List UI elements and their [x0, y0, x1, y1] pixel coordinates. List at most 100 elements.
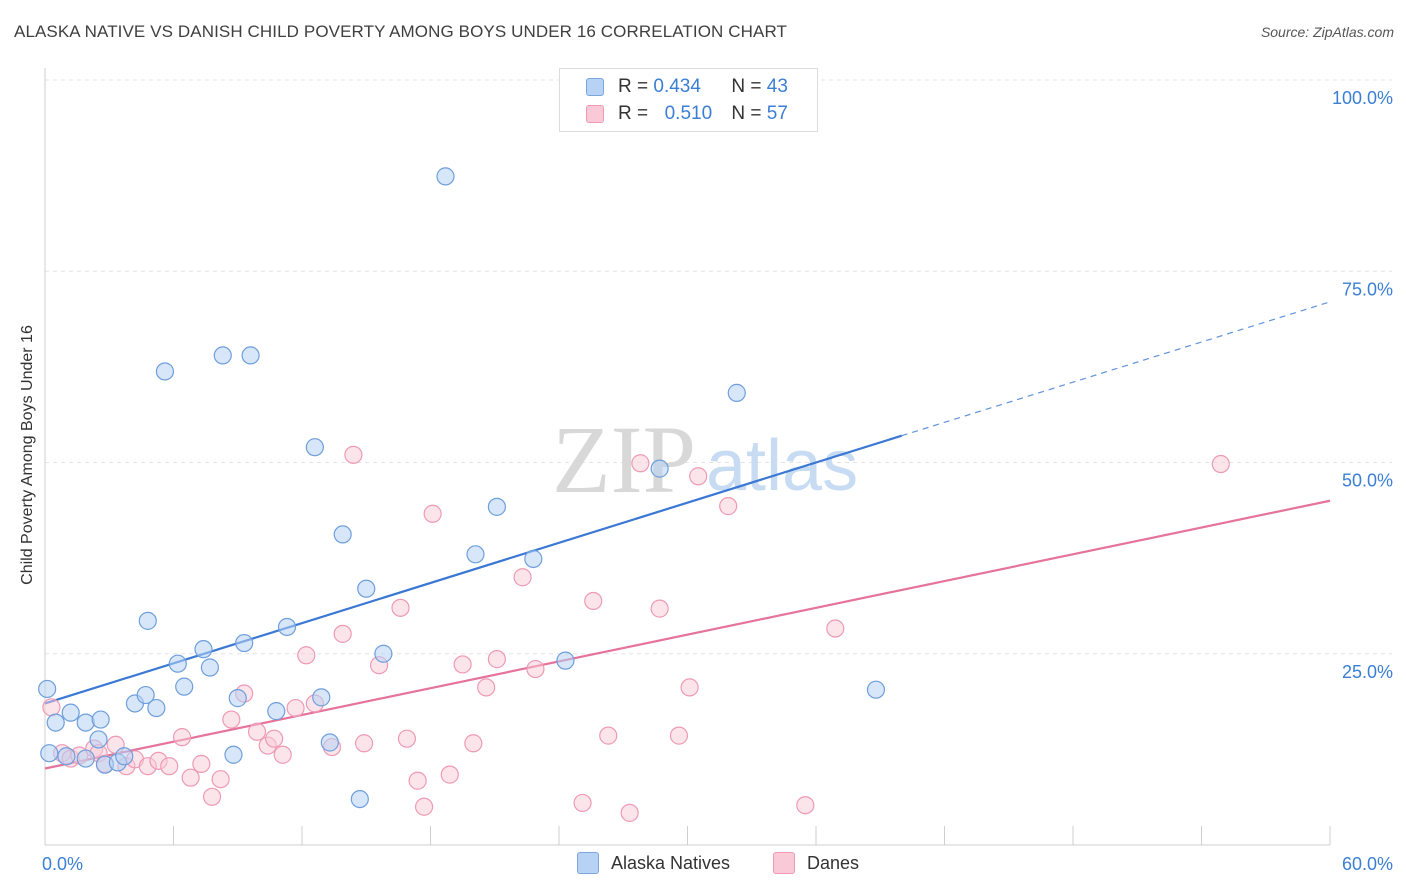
series-legend: Alaska Natives Danes	[0, 852, 1406, 876]
point-alaska	[727, 383, 746, 402]
y-axis-label: Child Poverty Among Boys Under 16	[19, 325, 36, 585]
y-tick-label: 75.0%	[1342, 279, 1393, 299]
tick-labels: 100.0% 75.0% 50.0% 25.0% 0.0% 60.0%	[42, 88, 1393, 874]
point-danes	[599, 726, 618, 745]
chart-title: ALASKA NATIVE VS DANISH CHILD POVERTY AM…	[14, 22, 788, 41]
point-danes	[650, 599, 669, 618]
point-alaska	[350, 789, 369, 809]
trend-line-alaska-extension	[901, 301, 1331, 437]
point-danes	[414, 797, 434, 816]
point-danes	[689, 467, 708, 486]
point-danes	[680, 678, 699, 697]
point-danes	[631, 454, 650, 473]
point-alaska	[38, 679, 57, 699]
legend-label-danes: Danes	[807, 852, 860, 873]
point-danes	[333, 624, 352, 643]
point-danes	[391, 598, 410, 617]
point-danes	[573, 793, 592, 813]
point-alaska	[228, 689, 247, 708]
watermark: ZIP atlas	[552, 406, 858, 513]
point-danes	[42, 698, 61, 717]
point-alaska	[194, 640, 213, 659]
point-danes	[202, 787, 222, 806]
r-value: 0.434	[653, 76, 701, 97]
point-danes	[397, 729, 417, 748]
point-alaska	[175, 677, 194, 696]
point-danes	[440, 765, 459, 784]
point-alaska	[147, 698, 166, 718]
n-value: 57	[766, 103, 788, 124]
y-tick-label: 100.0%	[1332, 88, 1393, 108]
source-label: Source: ZipAtlas.com	[1260, 24, 1394, 40]
point-danes	[423, 504, 442, 523]
point-alaska	[76, 713, 95, 732]
point-danes	[273, 745, 292, 764]
point-alaska	[357, 579, 376, 598]
point-danes	[526, 659, 545, 679]
n-label: N =	[731, 103, 762, 124]
point-alaska	[305, 438, 324, 457]
alaska-swatch	[577, 852, 599, 874]
legend-row-danes: R = 0.510 N = 57	[586, 102, 788, 126]
point-danes	[222, 710, 241, 729]
r-label: R =	[618, 103, 649, 124]
point-danes	[160, 757, 179, 776]
point-alaska	[241, 346, 260, 365]
point-danes	[297, 646, 316, 665]
point-alaska	[40, 744, 59, 763]
trend-line-danes	[44, 499, 1331, 770]
correlation-legend: R = 0.434 N = 43 R = 0.510 N = 57	[559, 68, 818, 132]
legend-row-alaska: R = 0.434 N = 43	[586, 75, 788, 99]
point-danes	[620, 803, 639, 822]
watermark-atlas: atlas	[706, 426, 858, 506]
point-danes	[477, 678, 496, 697]
point-alaska	[46, 713, 65, 732]
point-alaska	[524, 549, 543, 568]
point-danes	[265, 729, 284, 748]
y-tick-label: 50.0%	[1342, 471, 1393, 491]
point-alaska	[333, 525, 352, 544]
alaska-swatch	[586, 78, 604, 96]
point-danes	[826, 619, 845, 638]
point-alaska	[136, 685, 155, 705]
watermark-zip: ZIP	[552, 406, 696, 513]
point-alaska	[556, 651, 575, 670]
x-tick-label: 0.0%	[42, 854, 83, 874]
point-alaska	[267, 702, 286, 721]
point-alaska	[91, 710, 110, 729]
grid-lines	[45, 79, 1392, 655]
point-alaska	[168, 654, 187, 673]
legend-item-danes[interactable]: Danes	[773, 852, 859, 874]
n-label: N =	[731, 76, 762, 97]
point-danes	[211, 770, 230, 789]
r-value: 0.510	[664, 103, 713, 124]
point-alaska	[61, 703, 80, 722]
point-alaska	[866, 680, 886, 699]
point-danes	[719, 497, 738, 516]
point-alaska	[57, 747, 76, 766]
axis-ticks	[44, 826, 1331, 845]
point-alaska	[277, 617, 297, 637]
point-danes	[247, 722, 267, 741]
point-danes	[584, 591, 603, 611]
point-alaska	[235, 633, 254, 653]
point-alaska	[155, 362, 175, 381]
point-danes	[513, 568, 532, 587]
point-alaska	[487, 497, 506, 516]
point-danes	[286, 698, 305, 718]
point-danes	[669, 726, 689, 745]
danes-swatch	[586, 105, 604, 123]
data-points	[38, 167, 1230, 822]
n-value: 43	[766, 76, 788, 97]
point-danes	[172, 728, 192, 747]
point-alaska	[436, 167, 455, 186]
point-danes	[344, 445, 363, 464]
point-danes	[192, 754, 211, 774]
legend-item-alaska[interactable]: Alaska Natives	[577, 852, 730, 874]
point-danes	[355, 734, 374, 753]
point-alaska	[115, 747, 134, 766]
point-danes	[453, 655, 472, 674]
legend-label-alaska: Alaska Natives	[611, 852, 731, 873]
point-alaska	[466, 545, 485, 564]
